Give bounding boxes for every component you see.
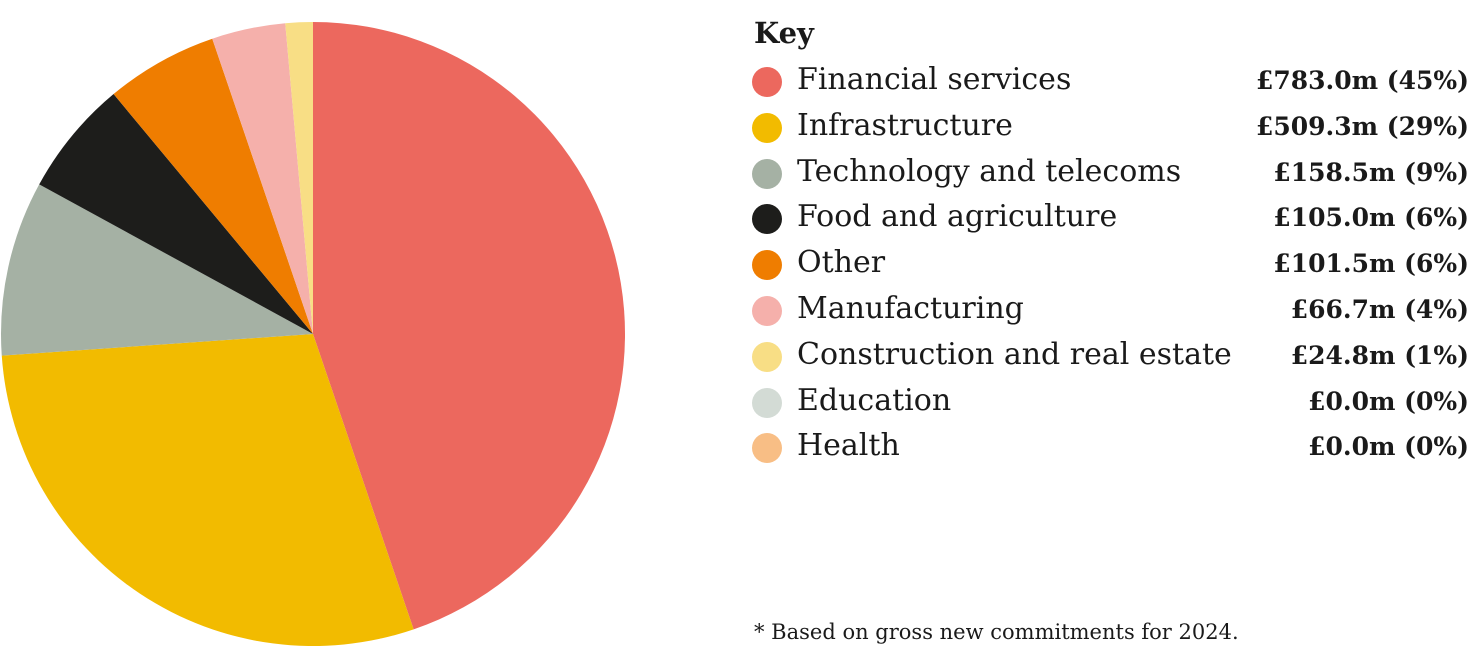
legend-swatch: [752, 387, 782, 418]
legend-title: Key: [754, 16, 814, 50]
footnote: * Based on gross new commitments for 202…: [754, 620, 1239, 644]
legend-label: Education: [797, 382, 952, 418]
legend-value: £101.5m (6%): [1273, 249, 1469, 279]
legend-label: Health: [797, 428, 900, 464]
legend-item-construction-and-real-estate: Construction and real estate £24.8m (1%): [752, 335, 1469, 381]
legend-item-education: Education £0.0m (0%): [752, 381, 1469, 427]
legend-swatch: [752, 204, 782, 235]
legend-swatch: [752, 433, 782, 464]
pie-chart: [0, 22, 626, 647]
legend-value: £66.7m (4%): [1290, 294, 1469, 324]
legend-value: £0.0m (0%): [1308, 432, 1469, 462]
legend-value: £783.0m (45%): [1255, 66, 1469, 95]
legend-label: Manufacturing: [797, 290, 1024, 326]
legend-swatch: [752, 295, 782, 326]
legend-swatch: [752, 112, 782, 143]
legend-item-other: Other £101.5m (6%): [752, 243, 1469, 289]
legend: Financial services £783.0m (45%) Infrast…: [752, 60, 1469, 472]
pie-slice-financial-services: [313, 22, 626, 630]
legend-item-infrastructure: Infrastructure £509.3m (29%): [752, 106, 1469, 152]
legend-label: Other: [797, 245, 886, 281]
pie-slice-other: [113, 38, 313, 335]
pie-slice-construction-and-real-estate: [285, 22, 313, 334]
legend-swatch: [752, 158, 782, 189]
legend-value: £0.0m (0%): [1308, 386, 1469, 416]
legend-swatch: [752, 341, 782, 372]
legend-value: £105.0m (6%): [1273, 203, 1469, 233]
legend-item-health: Health £0.0m (0%): [752, 426, 1469, 472]
legend-value: £24.8m (1%): [1290, 340, 1469, 370]
legend-swatch: [752, 250, 782, 281]
legend-item-technology-and-telecoms: Technology and telecoms £158.5m (9%): [752, 152, 1469, 198]
legend-item-food-and-agriculture: Food and agriculture £105.0m (6%): [752, 197, 1469, 243]
legend-label: Construction and real estate: [797, 336, 1232, 372]
legend-value: £509.3m (29%): [1255, 111, 1469, 141]
legend-swatch: [752, 67, 782, 97]
legend-label: Infrastructure: [797, 107, 1013, 143]
legend-item-financial-services: Financial services £783.0m (45%): [752, 60, 1469, 106]
pie-slice-food-and-agriculture: [39, 94, 314, 334]
pie-slice-manufacturing: [212, 23, 313, 335]
pie-slice-infrastructure: [1, 334, 414, 647]
legend-label: Technology and telecoms: [797, 153, 1182, 189]
pie-slice-technology-and-telecoms: [0, 184, 313, 356]
legend-value: £158.5m (9%): [1273, 157, 1469, 187]
legend-label: Financial services: [797, 62, 1072, 97]
legend-label: Food and agriculture: [797, 199, 1118, 235]
legend-item-manufacturing: Manufacturing £66.7m (4%): [752, 289, 1469, 335]
